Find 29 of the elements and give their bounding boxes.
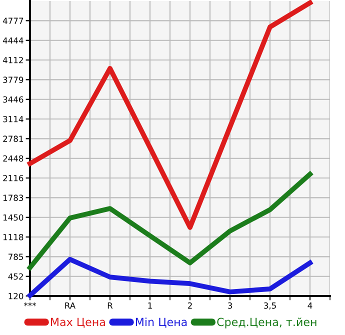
y-tick-label: 2116: [3, 174, 24, 182]
y-tick-label: 4777: [2, 18, 24, 24]
line-series: [28, 256, 312, 298]
x-tick-label: 3,5: [264, 302, 276, 310]
x-tick-label: ***: [24, 302, 36, 306]
y-tick-label: 1450: [3, 214, 24, 221]
y-tick-label: 2448: [3, 155, 24, 162]
y-tick-label: 1783: [3, 194, 24, 201]
x-tick-label: 2: [188, 302, 192, 309]
y-tick-label: 2781: [3, 136, 23, 142]
y-tick-label: 120: [8, 292, 24, 300]
y-tick-label: 452: [8, 273, 23, 280]
x-tick-label: 3: [228, 302, 232, 309]
y-tick-label: 3114: [3, 116, 24, 122]
legend-label: Сред.Цена, т.йен: [217, 318, 316, 328]
line-series: [28, 0, 312, 230]
x-tick-label: R: [108, 302, 113, 309]
legend-label: Max Цена: [51, 318, 105, 328]
y-tick-label: 1118: [3, 234, 24, 240]
y-tick-label: 4112: [2, 56, 23, 64]
y-tick-label: 785: [8, 254, 24, 260]
legend-label: Min Цена: [136, 318, 187, 328]
x-tick-label: RA: [65, 302, 76, 309]
y-tick-label: 3446: [3, 96, 24, 103]
y-tick-label: 3779: [3, 76, 24, 83]
y-tick-label: 4444: [2, 37, 24, 44]
x-tick-label: 4: [308, 302, 312, 309]
line-series: [28, 172, 312, 270]
x-tick-label: 1: [148, 302, 152, 309]
